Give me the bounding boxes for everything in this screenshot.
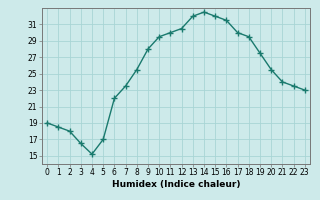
X-axis label: Humidex (Indice chaleur): Humidex (Indice chaleur)	[112, 180, 240, 189]
